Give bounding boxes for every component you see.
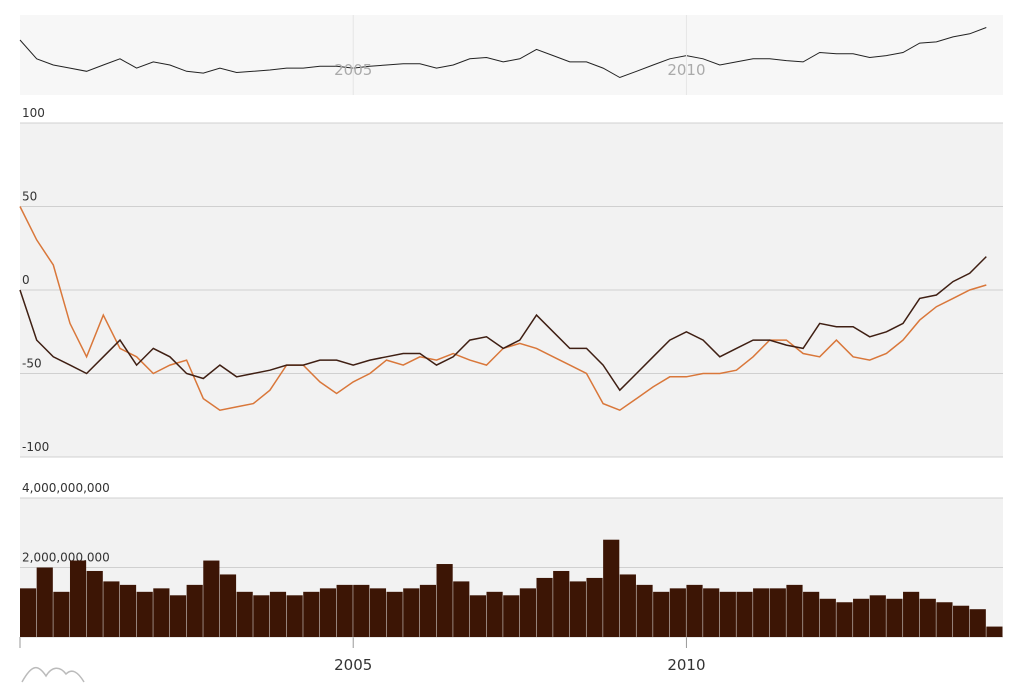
volume-bar — [269, 591, 287, 637]
volume-bar — [819, 598, 836, 637]
volume-bar — [319, 588, 337, 637]
volume-bar — [203, 560, 220, 637]
x-tick-label: 2010 — [667, 656, 705, 674]
volume-bar — [803, 591, 820, 637]
y-tick-label: -50 — [22, 357, 42, 371]
volume-bar — [553, 570, 570, 637]
volume-bar — [703, 588, 720, 637]
volume-bar — [719, 591, 736, 637]
volume-bar — [886, 598, 903, 637]
volume-bar — [36, 567, 53, 637]
y-tick-label: 100 — [22, 106, 45, 120]
volume-bar — [569, 581, 586, 637]
volume-bar — [136, 591, 153, 637]
volume-bar — [369, 588, 387, 637]
scrollbar-label: 2010 — [667, 61, 705, 79]
price-line — [19, 256, 987, 392]
y-tick-label: -100 — [22, 440, 49, 454]
volume-bar — [503, 595, 520, 637]
volume-bar — [753, 588, 770, 637]
volume-bar — [636, 584, 653, 637]
volume-bar — [519, 588, 536, 637]
volume-bar — [903, 591, 920, 637]
volume-bar — [53, 591, 70, 637]
volume-bar — [653, 591, 670, 637]
volume-bar — [486, 591, 503, 637]
volume-bar — [836, 602, 853, 637]
volume-bar — [303, 591, 320, 637]
volume-bar — [453, 581, 470, 637]
y-tick-label: 2,000,000,000 — [22, 551, 110, 565]
volume-bar — [186, 584, 203, 637]
volume-bar — [86, 570, 103, 637]
volume-bar — [119, 584, 137, 637]
volume-bar — [69, 560, 87, 637]
volume-bar — [103, 581, 120, 637]
volume-bar — [169, 595, 187, 637]
volume-bar — [586, 577, 603, 637]
volume-bar — [786, 584, 803, 637]
x-tick-label: 2005 — [334, 656, 372, 674]
volume-bar — [153, 588, 170, 637]
volume-bar — [469, 595, 487, 637]
y-tick-label: 4,000,000,000 — [22, 481, 110, 495]
volume-bar — [403, 588, 420, 637]
logo — [21, 667, 85, 683]
volume-bar — [853, 598, 870, 637]
volume-bar — [936, 602, 953, 637]
volume-bar — [769, 588, 786, 637]
volume-bar — [686, 584, 703, 637]
volume-bar — [419, 584, 437, 637]
volume-bar — [286, 595, 303, 637]
volume-bar — [436, 564, 453, 637]
scrollbar[interactable] — [20, 15, 1003, 95]
volume-bar — [669, 588, 686, 637]
volume-bar — [20, 588, 37, 637]
volume-bar — [953, 605, 970, 637]
volume-bar — [386, 591, 403, 637]
scrollbar-label: 2005 — [334, 61, 372, 79]
volume-bar — [253, 595, 270, 637]
scrollbar-line — [19, 27, 987, 79]
volume-bar — [219, 574, 237, 637]
volume-bar — [536, 577, 553, 637]
volume-bar — [969, 609, 986, 637]
volume-bar — [336, 584, 353, 637]
y-tick-label: 50 — [22, 190, 37, 204]
volume-bar — [986, 626, 1003, 637]
y-tick-label: 0 — [22, 273, 30, 287]
volume-bar — [236, 591, 253, 637]
volume-bar — [919, 598, 936, 637]
volume-bar — [603, 539, 620, 637]
volume-bar — [619, 574, 636, 637]
volume-bar — [869, 595, 886, 637]
volume-bar — [736, 591, 753, 637]
volume-bar — [353, 584, 370, 637]
